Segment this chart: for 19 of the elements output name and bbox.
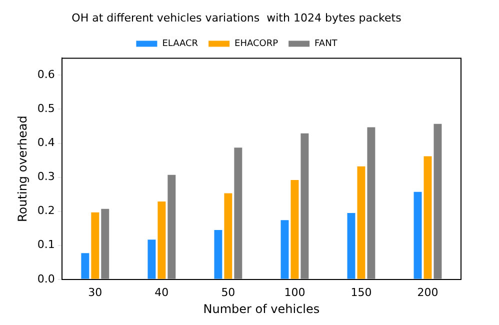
y-tick-label: 0.3 [37,170,55,184]
x-tick-label: 150 [350,286,372,299]
y-tick-label: 0.0 [37,272,55,286]
y-tick-label: 0.4 [37,136,55,150]
y-tick-label: 0.1 [37,238,55,252]
x-tick-label: 30 [88,286,102,299]
x-tick-label: 40 [154,286,169,299]
y-tick-label: 0.5 [37,102,55,116]
x-tick-label: 100 [284,286,306,299]
legend-label: ELAACR [162,39,198,50]
x-tick-label: 200 [417,286,438,299]
y-tick-label: 0.2 [37,204,55,218]
legend-label: FANT [314,39,338,50]
legend-label: EHACORP [234,39,279,50]
y-axis-title: Routing overhead [15,116,30,222]
chart-title: OH at different vehicles variations with 1024 bytes packets [72,11,402,24]
x-tick-label: 50 [221,286,236,299]
x-axis-title: Number of vehicles [203,302,320,316]
y-tick-label: 0.6 [37,68,55,82]
